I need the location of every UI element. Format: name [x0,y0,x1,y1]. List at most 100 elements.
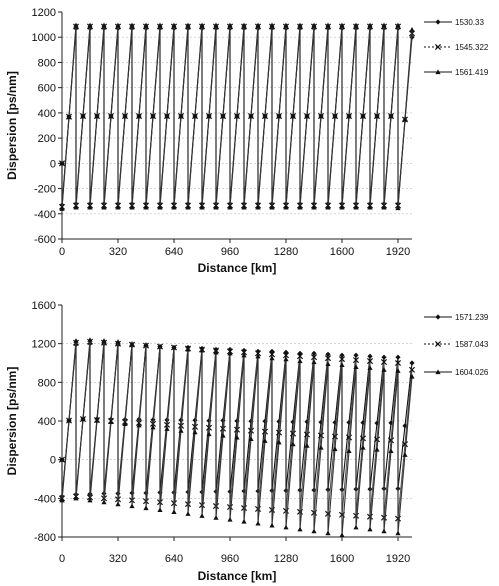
data-point [206,431,212,437]
data-point [352,357,360,364]
y-tick-label: 400 [38,108,56,120]
data-point [241,352,247,358]
legend-marker [434,43,442,51]
data-point [248,436,254,441]
data-point [206,418,212,424]
data-point [353,204,359,210]
data-point [262,113,268,119]
data-point [325,361,331,367]
data-point-stroke-b [219,425,227,432]
chart-top: -600 -400 -200 0 200 400 600 800 1000 1200 0 320 640… [5,7,489,275]
data-point [213,22,219,28]
data-point [304,443,310,448]
data-point [353,352,359,358]
data-point [401,441,409,448]
data-point [283,356,289,362]
data-point [339,362,345,368]
legend-marker [434,340,442,348]
data-point-stroke-b [359,435,367,442]
data-point [178,428,184,433]
x-tick-label: 0 [59,246,65,258]
data-point [318,444,324,450]
data-point [234,113,240,119]
data-point [359,435,367,442]
data-point-stroke-b [303,431,311,438]
data-point [129,341,135,346]
y-tick-label: 1600 [32,300,56,312]
legend-marker-stroke-b [434,340,442,348]
data-point [227,350,233,356]
data-point [395,368,401,373]
data-point-stroke-b [387,437,395,444]
legend-label: 1604.026 [455,368,489,377]
data-point-stroke-b [394,359,402,367]
data-point-stroke-b [268,351,276,358]
data-point [261,428,269,435]
data-point [283,524,289,530]
data-point [255,204,261,210]
data-point [248,113,254,119]
data-point [143,342,149,347]
data-point [318,113,324,119]
data-point [241,347,247,354]
data-point [143,22,149,28]
data-point [395,205,401,211]
x-tick-label: 1280 [274,246,298,258]
data-point [254,350,262,357]
data-point [101,338,107,343]
data-point [381,22,387,28]
data-point [381,367,387,372]
data-point [255,520,261,526]
data-point [59,497,65,503]
y-tick-label: 200 [38,133,56,145]
data-point [346,448,352,454]
data-point-stroke-b [401,441,409,448]
data-point [164,426,170,431]
data-point-stroke-b [296,353,304,360]
data-point [339,352,345,358]
data-point [227,517,233,522]
data-point [143,204,149,210]
data-point [136,422,142,428]
data-point [311,528,317,534]
data-point [192,113,198,119]
x-tick-label: 320 [109,553,127,565]
y-tick-label: -200 [34,184,56,196]
data-point [192,429,198,435]
data-point [164,113,170,119]
data-point [73,22,79,28]
data-point [394,359,402,367]
data-point [311,359,317,365]
data-point [108,113,114,119]
data-point [66,114,72,120]
data-point [262,438,268,443]
data-point [199,347,205,353]
legend-label: 1530.33 [455,18,484,27]
data-point [353,22,359,28]
legend-label: 1545.322 [455,43,489,52]
data-point [332,446,338,452]
data-point [325,22,331,28]
y-tick-label: -400 [34,209,56,221]
data-point-stroke-b [317,432,325,439]
data-point [275,429,283,436]
data-point [276,439,282,445]
legend-marker [435,69,441,75]
data-point [178,113,184,119]
legend: 1571.239 1587.043 1604.026 [424,313,489,377]
data-point [353,364,359,369]
data-point [296,353,304,360]
data-point [290,113,296,119]
x-tick-label: 1280 [274,553,298,565]
y-tick-label: 1200 [32,7,56,19]
data-point [395,22,401,28]
legend-marker-stroke-b [434,43,442,51]
data-point [233,426,241,433]
y-tick-label: 1000 [32,32,56,44]
data-point [332,113,338,119]
x-tick-label: 1920 [386,553,410,565]
data-point [367,526,373,532]
data-point [220,113,226,119]
data-point [311,204,317,210]
data-point [388,113,394,119]
